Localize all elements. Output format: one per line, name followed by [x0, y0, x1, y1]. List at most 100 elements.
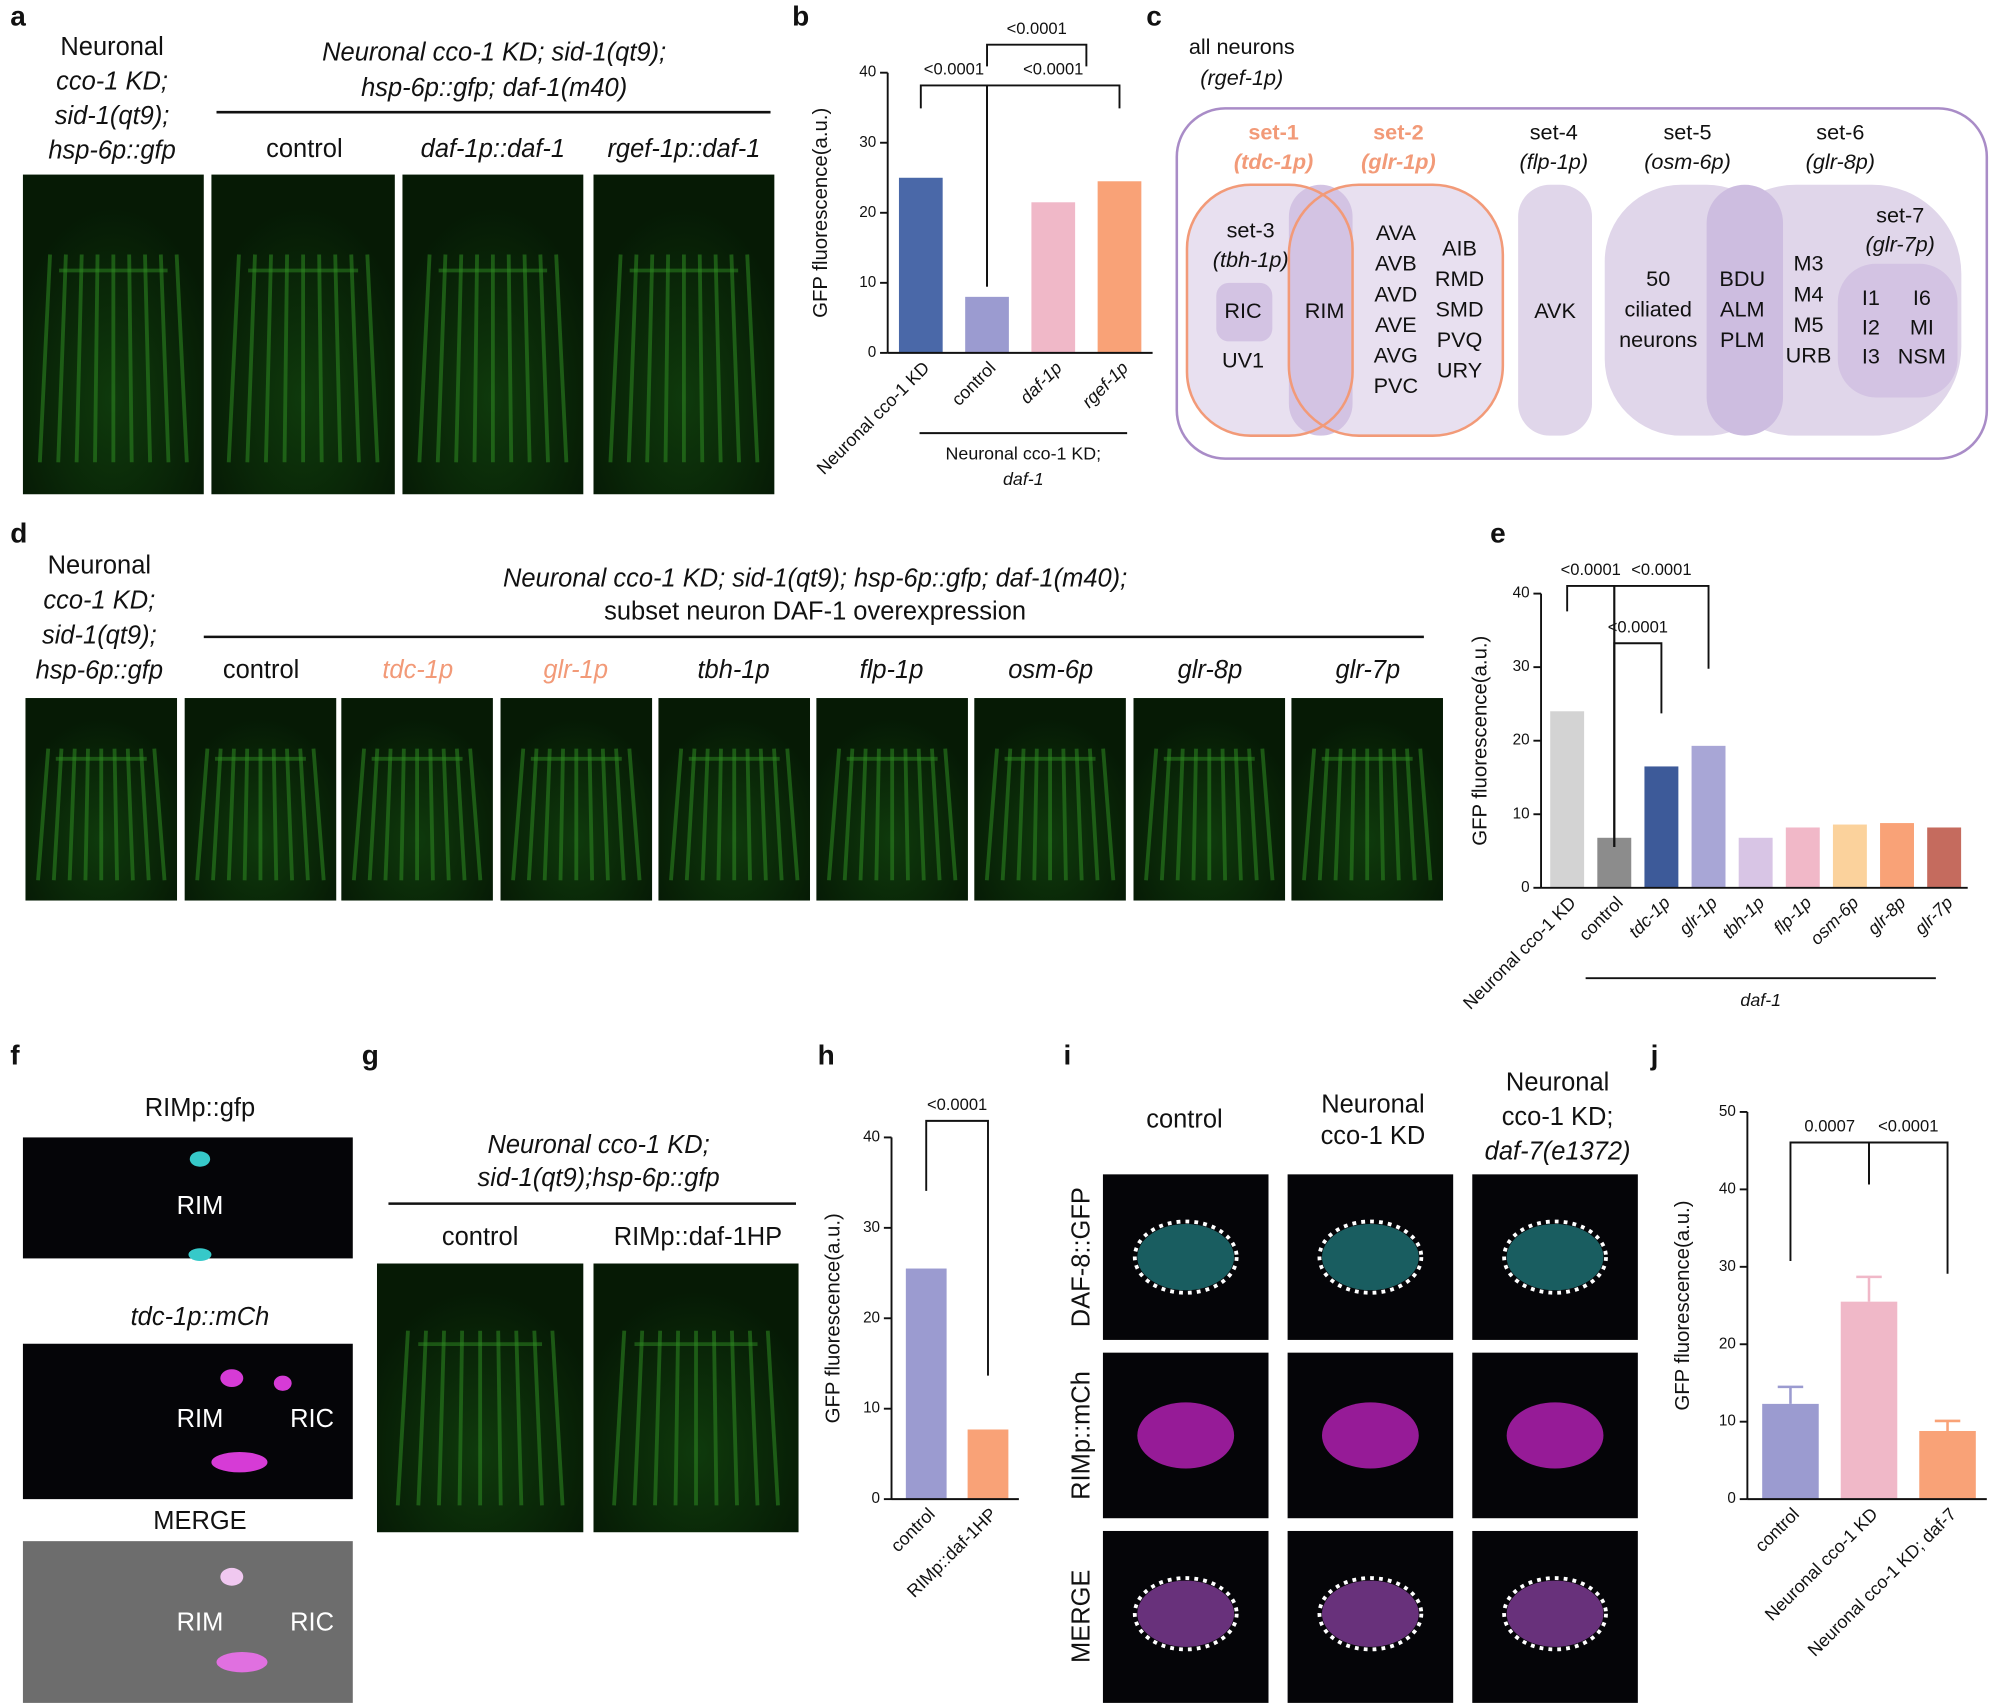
worm-stripe — [984, 748, 999, 881]
cell — [1506, 1224, 1604, 1291]
worm-stripe — [716, 748, 723, 881]
worm-stripe — [282, 254, 289, 463]
y-tick-label: 30 — [863, 1219, 880, 1236]
p-value: <0.0001 — [927, 1095, 987, 1114]
worm-stripe — [697, 254, 705, 463]
y-tick-label: 20 — [863, 1309, 880, 1326]
label: cco-1 KD; — [1502, 1103, 1614, 1131]
label: (glr-1p) — [1361, 149, 1436, 174]
label: Neuronal — [1321, 1090, 1424, 1118]
label: set-3 — [1227, 218, 1275, 243]
y-axis-label: GFP fluorescence(a.u.) — [810, 108, 832, 318]
label: AVD — [1374, 281, 1417, 306]
worm-stripe — [435, 254, 448, 463]
worm-stripe — [542, 748, 552, 881]
x-tick-label: control — [1575, 893, 1627, 945]
p-value: <0.0001 — [1023, 60, 1083, 79]
label: (tdc-1p) — [1234, 149, 1313, 174]
worm-stripe — [428, 748, 435, 881]
label: daf-1p::daf-1 — [421, 135, 565, 163]
y-tick-label: 10 — [1513, 805, 1530, 822]
micrograph — [22, 1343, 353, 1500]
bar — [1738, 837, 1773, 888]
label: b — [792, 0, 809, 31]
label: (glr-7p) — [1866, 232, 1935, 257]
group-label: daf-1 — [1740, 990, 1781, 1010]
label: MERGE — [153, 1507, 246, 1535]
outline — [1502, 1219, 1608, 1295]
worm-stripe — [349, 254, 361, 463]
error-bar — [1777, 1385, 1804, 1404]
label: cco-1 KD; — [56, 68, 168, 96]
label: RIM — [177, 1609, 224, 1637]
p-value: 0.0007 — [1804, 1117, 1855, 1136]
y-axis-label: GFP fluorescence(a.u.) — [1672, 1200, 1694, 1410]
label: (flp-1p) — [1520, 149, 1589, 174]
y-tick-label: 40 — [1513, 585, 1530, 602]
label: M4 — [1793, 281, 1823, 306]
worm-stripe — [600, 748, 610, 881]
worm-stripe — [37, 254, 52, 463]
bar — [1691, 745, 1726, 888]
significance-bracket — [986, 84, 1121, 287]
outline — [1317, 1576, 1424, 1652]
worm-stripe — [1016, 748, 1026, 881]
x-tick-label: glr-1p — [1675, 892, 1721, 938]
bar — [1031, 202, 1076, 353]
label: DAF-8::GFP — [1067, 1187, 1095, 1327]
worm-stripe — [441, 748, 451, 881]
cell — [1321, 1402, 1419, 1469]
cell — [220, 1369, 244, 1388]
cell — [1137, 1580, 1235, 1647]
y-tick-label: 0 — [868, 344, 877, 361]
cell — [1321, 1580, 1419, 1647]
label: AVK — [1534, 298, 1576, 323]
y-tick-label: 20 — [1719, 1335, 1736, 1352]
group-label: daf-1 — [1003, 469, 1044, 489]
label: BDU — [1719, 266, 1765, 291]
worm-stripe — [365, 254, 380, 463]
y-tick-label: 10 — [863, 1400, 880, 1417]
significance-bracket — [1613, 642, 1663, 848]
x-tick-label: control — [948, 358, 1000, 410]
p-value: <0.0001 — [924, 60, 984, 79]
label: Neuronal — [60, 33, 163, 61]
worm-stripe — [242, 748, 250, 881]
bar — [1927, 827, 1962, 888]
worm-stripe — [1000, 748, 1013, 881]
label: URB — [1786, 342, 1832, 367]
label: c — [1146, 0, 1162, 31]
outline — [1132, 1219, 1239, 1295]
y-tick-label: 0 — [872, 1490, 881, 1507]
label: glr-8p — [1178, 656, 1243, 684]
y-axis-label: GFP fluorescence(a.u.) — [1470, 636, 1492, 846]
bar — [1832, 824, 1867, 888]
worm-stripe — [554, 254, 569, 463]
x-tick-label: rgef-1p — [1078, 358, 1132, 412]
bar — [1550, 711, 1585, 888]
label: RIMp::mCh — [1067, 1371, 1095, 1500]
worm-stripe — [785, 748, 800, 881]
worm-stripe — [772, 748, 784, 881]
label: osm-6p — [1008, 656, 1093, 684]
significance-bracket — [1789, 1141, 1870, 1261]
worm-stripe — [538, 254, 550, 463]
worm-stripe — [271, 748, 279, 881]
label: subset neuron DAF-1 overexpression — [604, 597, 1026, 625]
worm-stripe — [83, 748, 90, 881]
label: M5 — [1793, 312, 1823, 337]
worm-stripe — [558, 748, 565, 881]
worm-stripe — [1302, 748, 1317, 881]
y-tick-label: 20 — [859, 204, 876, 221]
worm-stripe — [174, 254, 189, 463]
label: set-6 — [1816, 120, 1864, 145]
cell — [1137, 1224, 1235, 1291]
worm-stripe — [1418, 748, 1433, 881]
worm-stripe — [36, 748, 51, 881]
worm-stripe — [245, 254, 257, 463]
label: hsp-6p::gfp — [48, 136, 175, 164]
worm-stripe — [264, 254, 273, 463]
worm-stripe — [663, 254, 671, 463]
micrograph — [22, 1137, 353, 1259]
outline — [1502, 1576, 1608, 1652]
